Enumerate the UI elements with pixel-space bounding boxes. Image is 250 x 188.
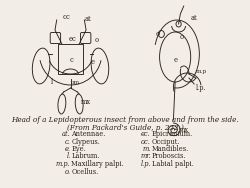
Text: Clypeus.: Clypeus.	[72, 137, 100, 146]
Text: mr.: mr.	[140, 152, 151, 161]
Text: Labrum.: Labrum.	[72, 152, 100, 161]
Text: c: c	[70, 56, 73, 64]
Text: Occiput.: Occiput.	[152, 137, 180, 146]
Text: mx: mx	[179, 126, 189, 134]
Text: (From Packard's Guide, p. 232.): (From Packard's Guide, p. 232.)	[66, 124, 184, 131]
Text: mx: mx	[81, 98, 91, 106]
Text: c.: c.	[65, 137, 70, 146]
Text: Eye.: Eye.	[72, 145, 86, 153]
Text: Ocellus.: Ocellus.	[72, 168, 99, 176]
Text: at.: at.	[62, 130, 70, 138]
Text: om: om	[71, 80, 80, 84]
Text: o.: o.	[64, 168, 70, 176]
Text: Mandibles.: Mandibles.	[152, 145, 189, 153]
Text: oc.: oc.	[141, 137, 151, 146]
Text: ec: ec	[68, 35, 76, 43]
Text: ec.: ec.	[141, 130, 151, 138]
Text: at: at	[84, 15, 91, 23]
Text: l.p.: l.p.	[140, 160, 151, 168]
Text: Head of a Lepidopterous insect from above and from the side.: Head of a Lepidopterous insect from abov…	[11, 116, 239, 124]
Text: l.: l.	[66, 152, 70, 161]
Text: o: o	[156, 30, 160, 38]
Text: oc: oc	[62, 13, 70, 21]
Text: m.p.: m.p.	[56, 160, 70, 168]
Text: o: o	[94, 36, 98, 44]
Text: l: l	[50, 78, 52, 86]
Text: Epicranium.: Epicranium.	[152, 130, 193, 138]
Text: e: e	[173, 56, 177, 64]
Text: Antennae.: Antennae.	[72, 130, 106, 138]
Text: Proboscis.: Proboscis.	[152, 152, 186, 161]
Text: at: at	[191, 14, 198, 22]
Text: Maxillary palpi.: Maxillary palpi.	[72, 160, 124, 168]
Text: e.: e.	[64, 145, 70, 153]
Text: m.: m.	[142, 145, 151, 153]
Bar	[58, 44, 83, 74]
Text: e: e	[90, 58, 94, 66]
Text: Labial palpi.: Labial palpi.	[152, 160, 194, 168]
Text: l.p.: l.p.	[196, 84, 206, 92]
Text: o: o	[179, 33, 183, 41]
Text: m.p: m.p	[196, 70, 207, 74]
